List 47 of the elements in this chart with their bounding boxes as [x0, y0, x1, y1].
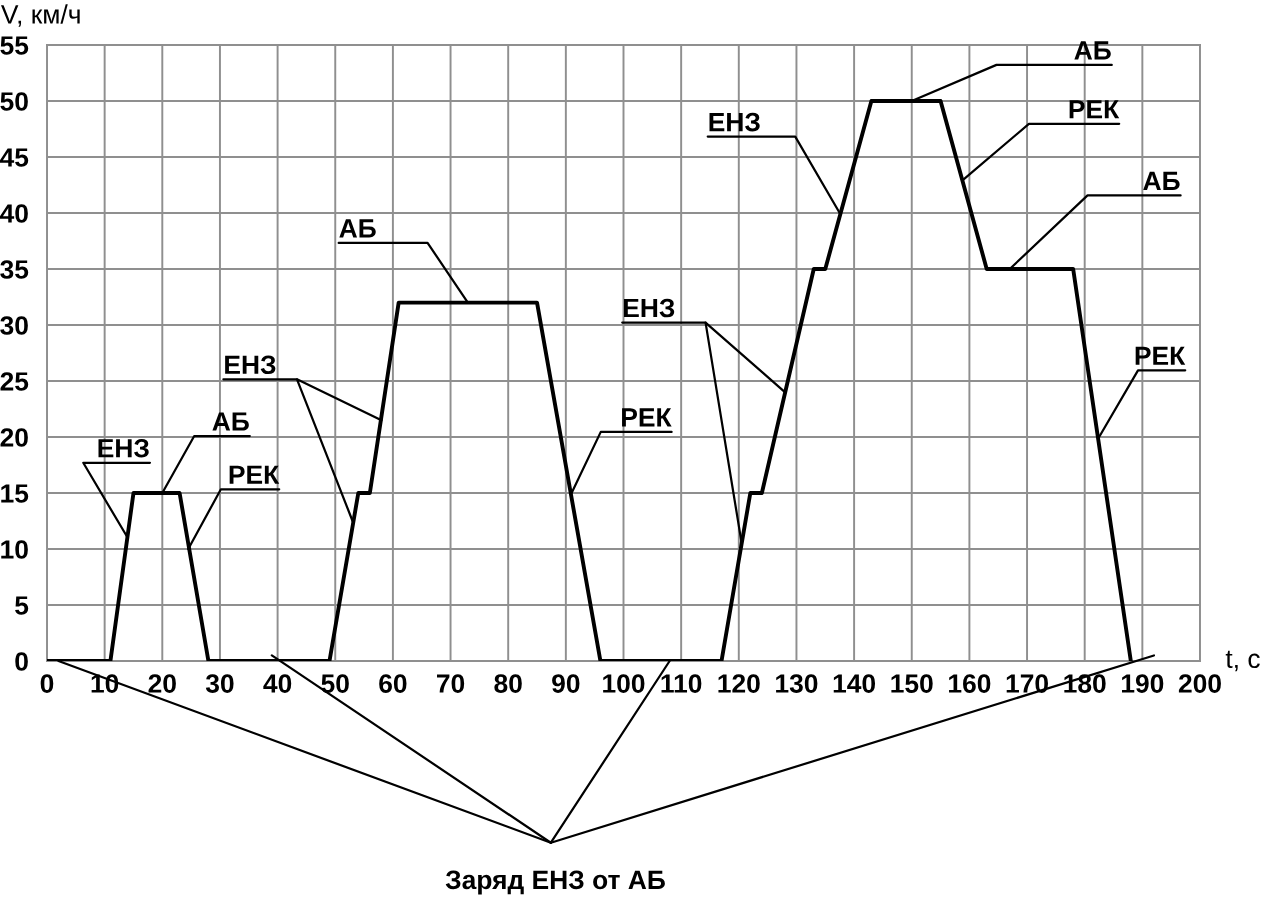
annotation: ЕНЗ — [225, 355, 276, 375]
y-tick-label: 45 — [0, 148, 29, 167]
y-tick-label: 55 — [0, 36, 29, 55]
y-tick-label: 15 — [1, 484, 29, 503]
annotation: Заряд ЕНЗ от АБ — [445, 870, 665, 895]
y-tick-label: 40 — [0, 204, 28, 223]
x-tick-label: 0 — [40, 674, 54, 693]
x-tick-label: 70 — [437, 674, 465, 693]
x-tick-label: 160 — [949, 674, 991, 693]
y-tick-label: 20 — [0, 428, 28, 447]
annotation: ЕНЗ — [624, 298, 675, 318]
annotation: РЕК — [229, 465, 280, 484]
x-tick-label: 150 — [891, 674, 933, 693]
x-tick-label: 140 — [833, 674, 876, 693]
annotation: РЕК — [1069, 100, 1120, 119]
annotation: АБ — [1074, 41, 1111, 60]
x-tick-label: 60 — [379, 674, 407, 693]
annotation: ЕНЗ — [98, 438, 149, 458]
y-tick-label: 5 — [15, 596, 29, 615]
x-tick-label: 30 — [205, 674, 234, 693]
x-tick-label: 100 — [603, 674, 645, 693]
y-tick-label: 0 — [15, 652, 28, 671]
x-tick-label: 110 — [661, 674, 702, 693]
annotation: АБ — [339, 219, 376, 238]
annotation: АБ — [212, 412, 249, 431]
y-tick-label: 30 — [0, 316, 28, 335]
y-tick-label: 50 — [0, 92, 28, 111]
x-tick-label: 40 — [263, 674, 292, 693]
x-tick-label: 180 — [1064, 674, 1106, 693]
x-tick-label: 50 — [321, 674, 349, 693]
x-tick-label: 170 — [1006, 674, 1048, 693]
x-axis-title: t, с — [1225, 650, 1260, 672]
annotation: ЕНЗ — [709, 112, 760, 132]
x-tick-label: 80 — [494, 674, 522, 693]
annotation: РЕК — [1135, 346, 1186, 365]
x-tick-label: 90 — [552, 674, 580, 693]
annotation: АБ — [1143, 171, 1180, 190]
x-tick-label: 20 — [148, 674, 176, 693]
x-tick-label: 190 — [1122, 674, 1164, 693]
x-tick-label: 200 — [1178, 674, 1221, 693]
y-tick-label: 10 — [1, 540, 28, 559]
y-axis-title: V, км/ч — [1, 4, 80, 27]
x-tick-label: 120 — [718, 674, 760, 693]
x-tick-label: 130 — [776, 674, 818, 693]
y-tick-label: 25 — [0, 372, 29, 391]
annotation: РЕК — [622, 408, 672, 427]
y-tick-label: 35 — [0, 260, 29, 279]
